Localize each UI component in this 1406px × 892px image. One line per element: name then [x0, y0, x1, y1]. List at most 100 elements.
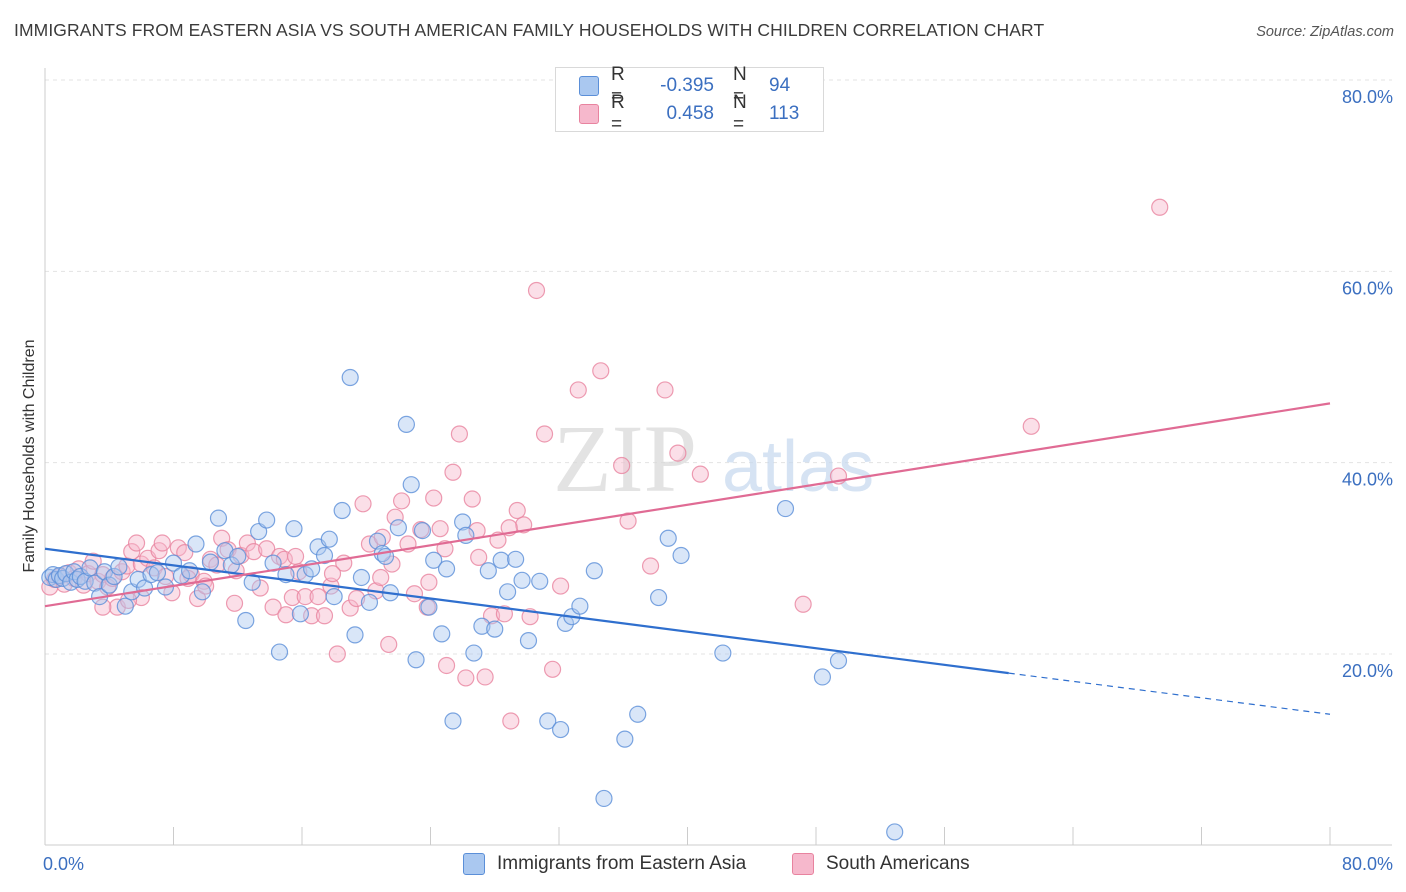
- eastern-asia-point: [672, 546, 690, 565]
- eastern-asia-point: [492, 551, 510, 569]
- eastern-asia-point: [148, 564, 167, 582]
- south-americans-point: [527, 281, 546, 300]
- south-americans-point: [431, 520, 449, 538]
- eastern-asia-point: [193, 583, 212, 601]
- eastern-asia-point: [714, 644, 732, 662]
- eastern-asia-point: [473, 617, 491, 635]
- eastern-asia-point: [285, 520, 303, 538]
- eastern-asia-point: [209, 509, 228, 527]
- south-americans-point: [94, 598, 112, 616]
- eastern-asia-point: [552, 720, 570, 739]
- south-americans-point: [1151, 198, 1169, 216]
- x-tick-label: 0.0%: [43, 854, 84, 874]
- eastern-asia-point: [270, 643, 289, 661]
- eastern-asia-point: [829, 652, 848, 670]
- south-americans-point: [450, 425, 469, 443]
- eastern-asia-point: [71, 567, 89, 586]
- legend-swatch-blue: [579, 76, 599, 96]
- eastern-asia-point: [486, 620, 504, 638]
- south-americans-point: [380, 635, 398, 654]
- eastern-asia-point: [397, 415, 416, 433]
- eastern-asia-point: [776, 499, 795, 518]
- eastern-asia-point: [315, 546, 334, 565]
- south-americans-point: [476, 668, 494, 686]
- eastern-asia-point: [44, 565, 62, 584]
- eastern-asia-point: [333, 501, 351, 520]
- eastern-asia-point: [479, 562, 497, 580]
- south-americans-point: [277, 606, 295, 624]
- south-americans-point: [552, 577, 570, 595]
- south-americans-point: [669, 444, 687, 462]
- eastern-asia-trendline-extension: [1008, 672, 1331, 715]
- legend-r-label: R =: [611, 92, 625, 135]
- y-tick-label: 60.0%: [1342, 278, 1393, 298]
- south-americans-point: [691, 465, 709, 483]
- legend-r-value: 0.458: [666, 103, 714, 124]
- eastern-asia-point: [237, 611, 255, 630]
- eastern-asia-point: [507, 550, 525, 568]
- south-americans-point: [328, 645, 346, 663]
- eastern-asia-point: [499, 583, 517, 601]
- eastern-asia-point: [201, 553, 220, 571]
- legend-n-value: 113: [769, 103, 800, 124]
- legend-swatch-pink: [579, 104, 599, 124]
- eastern-asia-point: [110, 558, 128, 576]
- trend-lines: [44, 402, 1331, 715]
- eastern-asia-point: [433, 625, 451, 643]
- bottom-legend-label: Immigrants from Eastern Asia: [497, 853, 747, 874]
- eastern-asia-point: [513, 571, 531, 589]
- south-americans-point: [425, 489, 443, 507]
- south-americans-point: [323, 565, 342, 583]
- eastern-asia-point: [86, 574, 104, 592]
- south-americans-point: [508, 501, 526, 520]
- legend-n-label: N =: [733, 64, 747, 107]
- eastern-asia-point: [346, 626, 364, 644]
- south-americans-point: [283, 588, 301, 607]
- eastern-asia-point: [616, 730, 634, 748]
- eastern-asia-point: [341, 368, 359, 387]
- eastern-asia-point: [407, 651, 425, 669]
- bottom-legend-south-americans: South Americans: [792, 852, 970, 876]
- eastern-asia-point: [659, 529, 677, 547]
- legend-n-value: 94: [769, 75, 791, 96]
- eastern-asia-trendline: [44, 547, 1009, 675]
- south-americans-point: [354, 495, 372, 513]
- y-tick-label: 40.0%: [1342, 470, 1393, 490]
- eastern-asia-point: [291, 605, 309, 623]
- south-americans-point: [794, 595, 812, 613]
- eastern-asia-point: [187, 535, 205, 553]
- south-americans-point: [341, 599, 359, 617]
- eastern-asia-point: [389, 519, 407, 537]
- eastern-asia-point: [629, 705, 647, 723]
- eastern-asia-point: [454, 513, 472, 531]
- south-americans-point: [420, 573, 438, 591]
- eastern-asia-point: [142, 565, 160, 584]
- south-americans-point: [535, 425, 554, 443]
- eastern-asia-point: [360, 593, 379, 611]
- south-americans-point: [225, 594, 244, 612]
- south-americans-point: [315, 607, 334, 625]
- south-americans-point: [515, 516, 533, 534]
- legend-r-value: -0.395: [660, 75, 714, 96]
- south-americans-point: [463, 490, 481, 508]
- south-americans-point: [619, 512, 637, 530]
- south-americans-point: [309, 587, 327, 606]
- south-americans-point: [245, 543, 263, 561]
- south-americans-point: [163, 584, 181, 602]
- eastern-asia-point: [129, 570, 147, 588]
- axes: [44, 68, 1392, 846]
- eastern-asia-point: [465, 644, 483, 662]
- south-americans-point: [444, 463, 462, 481]
- south-americans-point: [372, 568, 390, 587]
- eastern-asia-point: [425, 551, 443, 569]
- eastern-asia-point: [420, 598, 438, 616]
- eastern-asia-point: [180, 562, 199, 580]
- eastern-asia-point: [100, 576, 118, 594]
- south-americans-point: [392, 492, 411, 510]
- south-americans-point: [482, 607, 501, 625]
- tick-labels: 20.0% 40.0% 60.0% 80.0% 0.0% 80.0%: [43, 87, 1393, 874]
- bottom-legend-swatch-pink: [792, 853, 814, 875]
- south-americans-point: [656, 381, 674, 399]
- eastern-asia-point: [444, 712, 462, 730]
- eastern-asia-point: [229, 547, 247, 566]
